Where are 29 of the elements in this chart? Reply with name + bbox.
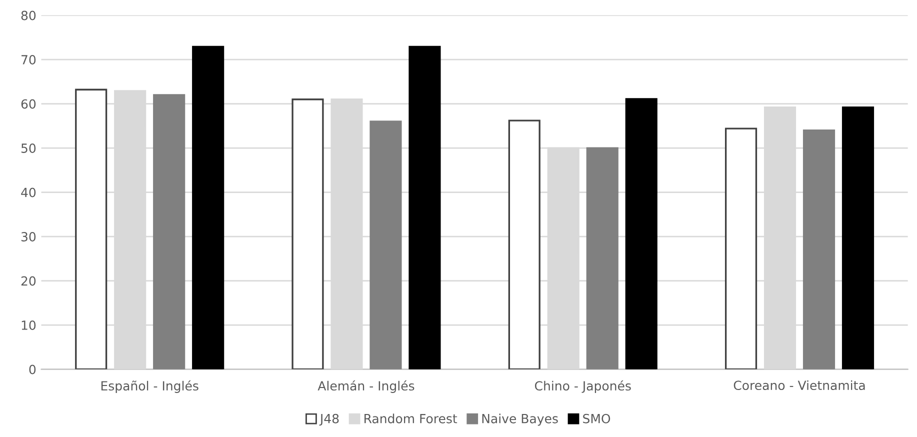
x-tick-label: Chino - Japonés xyxy=(534,380,631,393)
y-tick-label: 10 xyxy=(22,320,36,330)
bar xyxy=(75,88,108,370)
bar xyxy=(625,98,658,370)
y-tick-label: 70 xyxy=(22,55,36,64)
bar xyxy=(508,120,540,370)
bar xyxy=(370,120,402,370)
y-tick-label: 80 xyxy=(21,10,36,20)
y-tick-label: 30 xyxy=(21,232,36,242)
y-tick-label: 0 xyxy=(29,364,36,374)
bar xyxy=(408,46,441,370)
bar xyxy=(842,106,874,370)
bar xyxy=(724,128,758,370)
legend-label: Naive Bayes xyxy=(482,414,558,426)
bar xyxy=(586,147,618,370)
bar xyxy=(153,94,186,370)
x-tick-label: Alemán - Inglés xyxy=(318,380,414,393)
bar xyxy=(192,46,224,370)
x-tick-label: Español - Inglés xyxy=(101,380,198,393)
legend-label: Random Forest xyxy=(364,414,458,424)
bar xyxy=(802,130,836,370)
x-tick-label: Coreano - Vietnamita xyxy=(734,380,865,390)
y-tick-label: 20 xyxy=(21,276,36,286)
y-tick-label: 40 xyxy=(21,188,36,198)
legend-label: J48 xyxy=(319,414,339,426)
legend-label: SMO xyxy=(583,414,610,424)
y-tick-label: 60 xyxy=(21,99,36,109)
bar xyxy=(292,98,324,370)
y-tick-label: 50 xyxy=(21,144,36,153)
